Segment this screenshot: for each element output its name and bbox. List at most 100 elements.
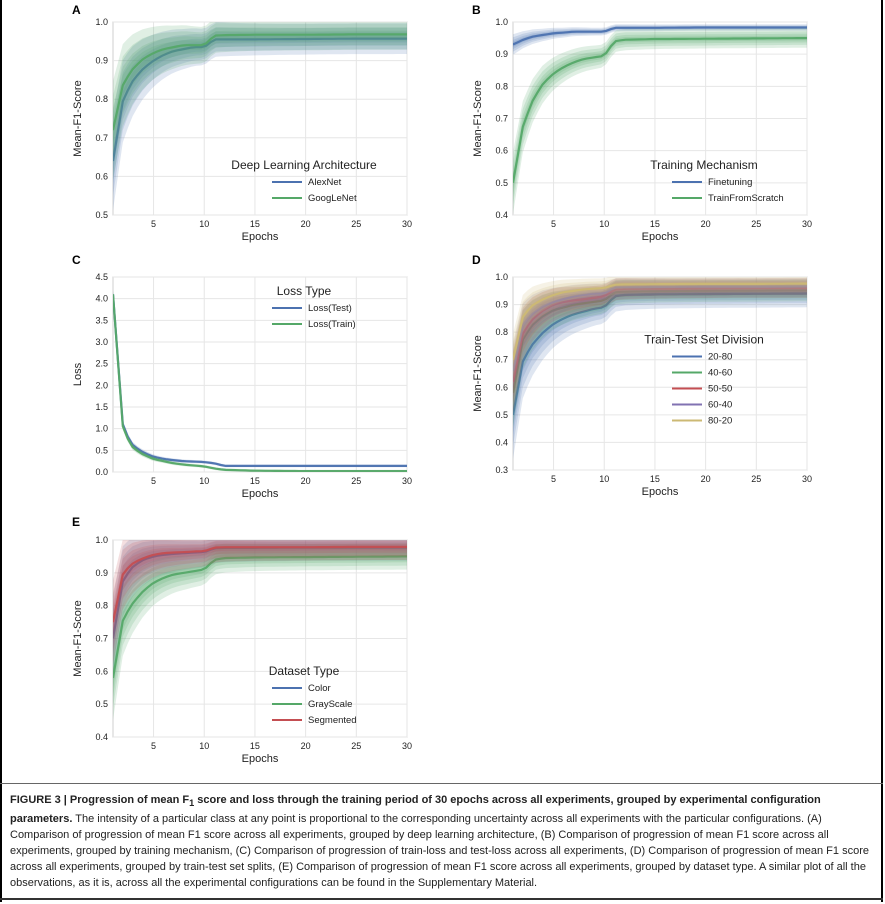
caption-rule <box>0 783 883 784</box>
legend: Loss Type Loss(Test) Loss(Train) <box>272 284 356 330</box>
x-tick-label: 30 <box>802 474 812 484</box>
uncertainty-band <box>113 27 407 153</box>
x-tick-label: 30 <box>402 476 412 486</box>
legend-label: 20-80 <box>708 352 732 363</box>
series-GoogLeNet <box>113 22 407 180</box>
legend: Training Mechanism Finetuning TrainFromScr… <box>650 158 783 204</box>
legend-title: Train-Test Set Division <box>644 333 764 347</box>
series-50-50 <box>513 278 807 413</box>
y-tick-label: 4.0 <box>95 294 108 304</box>
legend-label: Finetuning <box>708 177 752 188</box>
uncertainty-band <box>513 282 807 418</box>
y-tick-label: 0.5 <box>95 699 108 709</box>
y-tick-label: 0.5 <box>495 410 508 420</box>
series-line <box>513 285 807 371</box>
legend-title: Deep Learning Architecture <box>231 158 377 172</box>
uncertainty-band <box>113 541 407 658</box>
y-tick-label: 0.0 <box>95 467 108 477</box>
legend-label: 60-40 <box>708 400 732 411</box>
panel-letter: E <box>72 515 80 529</box>
y-tick-label: 0.8 <box>495 81 508 91</box>
legend-title: Dataset Type <box>269 664 340 678</box>
y-tick-label: 0.7 <box>95 133 108 143</box>
series-line <box>113 555 407 679</box>
x-axis-label: Epochs <box>242 488 279 500</box>
legend-title: Training Mechanism <box>650 158 758 172</box>
legend-label: 40-60 <box>708 368 732 379</box>
legend-label: Color <box>308 683 331 694</box>
y-tick-label: 1.0 <box>495 17 508 27</box>
uncertainty-band <box>513 280 807 390</box>
y-tick-label: 0.5 <box>95 445 108 455</box>
x-tick-label: 10 <box>599 219 609 229</box>
legend: Dataset Type Color GrayScale Segmented <box>269 664 357 726</box>
y-tick-label: 0.7 <box>495 355 508 365</box>
x-tick-label: 10 <box>199 741 209 751</box>
x-tick-label: 15 <box>650 474 660 484</box>
y-axis-label: Mean-F1-Score <box>472 80 484 156</box>
uncertainty-band <box>513 283 807 446</box>
y-tick-label: 0.6 <box>95 171 108 181</box>
series-line <box>513 289 807 393</box>
legend: Train-Test Set Division 20-80 40-60 50-50 60… <box>644 333 764 427</box>
legend-label: 50-50 <box>708 384 732 395</box>
panel-letter: D <box>472 253 481 267</box>
y-axis-label: Mean-F1-Score <box>72 80 84 156</box>
y-axis-label: Mean-F1-Score <box>472 335 484 411</box>
panel-letter: A <box>72 3 81 17</box>
uncertainty-band <box>113 540 407 668</box>
x-tick-label: 20 <box>701 219 711 229</box>
uncertainty-band <box>113 540 407 665</box>
y-tick-label: 0.9 <box>95 568 108 578</box>
series-80-20 <box>513 277 807 387</box>
uncertainty-band <box>113 544 407 649</box>
series-Finetuning <box>513 24 807 55</box>
series-Loss(Train) <box>113 290 407 472</box>
y-tick-label: 1.0 <box>95 535 108 545</box>
y-tick-label: 0.5 <box>95 210 108 220</box>
x-tick-label: 15 <box>650 219 660 229</box>
series-line <box>113 545 407 623</box>
y-tick-label: 0.6 <box>495 146 508 156</box>
series-20-80 <box>513 279 807 459</box>
x-tick-label: 25 <box>751 219 761 229</box>
y-tick-label: 0.7 <box>95 634 108 644</box>
uncertainty-band <box>513 277 807 387</box>
y-tick-label: 2.5 <box>95 359 108 369</box>
uncertainty-band <box>113 540 407 681</box>
caption-body: The intensity of a particular class at a… <box>10 813 869 890</box>
y-tick-label: 0.4 <box>495 210 508 220</box>
x-tick-label: 20 <box>301 741 311 751</box>
x-tick-label: 25 <box>751 474 761 484</box>
series-line <box>513 292 807 416</box>
x-tick-label: 5 <box>551 219 556 229</box>
y-tick-label: 2.0 <box>95 380 108 390</box>
uncertainty-band <box>513 28 807 214</box>
x-axis-label: Epochs <box>242 753 279 765</box>
x-tick-label: 10 <box>199 219 209 229</box>
figure-caption: FIGURE 3 | Progression of mean F1 score … <box>10 792 876 891</box>
legend-label: Loss(Test) <box>308 303 352 314</box>
uncertainty-band <box>113 540 407 641</box>
y-tick-label: 0.7 <box>495 114 508 124</box>
y-tick-label: 0.4 <box>495 437 508 447</box>
y-tick-label: 1.0 <box>95 17 108 27</box>
panel-letter: B <box>472 3 481 17</box>
y-tick-label: 3.5 <box>95 315 108 325</box>
uncertainty-band <box>113 540 407 652</box>
panel-A: A 5 10 15 20 25 30 0.5 0.6 0.7 0.8 0.9 1.0 Epochs Mean… <box>72 3 412 243</box>
plot-area <box>112 21 408 216</box>
legend-label: AlexNet <box>308 177 342 188</box>
series-line <box>513 286 807 383</box>
figure-panels: A 5 10 15 20 25 30 0.5 0.6 0.7 0.8 0.9 1.0 Epochs Mean… <box>72 3 812 765</box>
x-tick-label: 5 <box>151 476 156 486</box>
legend-label: 80-20 <box>708 416 732 427</box>
x-axis-label: Epochs <box>242 231 279 243</box>
series-TrainFromScratch <box>513 28 807 214</box>
uncertainty-band <box>513 278 807 413</box>
series-line <box>113 37 407 162</box>
series-Loss(Test) <box>113 290 407 468</box>
y-tick-label: 0.6 <box>495 382 508 392</box>
legend-label: TrainFromScratch <box>708 193 784 204</box>
y-tick-label: 0.4 <box>95 732 108 742</box>
